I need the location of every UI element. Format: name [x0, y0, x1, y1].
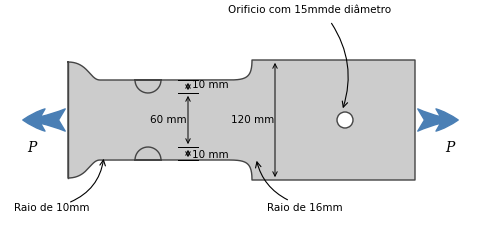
- Text: 10 mm: 10 mm: [192, 79, 228, 89]
- Text: 10 mm: 10 mm: [192, 151, 228, 161]
- Text: Orificio com 15mmde diâmetro: Orificio com 15mmde diâmetro: [228, 5, 391, 15]
- Text: P: P: [27, 141, 36, 155]
- Circle shape: [336, 112, 352, 128]
- Text: Raio de 16mm: Raio de 16mm: [266, 203, 342, 213]
- Text: P: P: [444, 141, 454, 155]
- Polygon shape: [68, 60, 414, 180]
- Circle shape: [339, 115, 346, 121]
- Text: Raio de 10mm: Raio de 10mm: [14, 203, 90, 213]
- Text: 120 mm: 120 mm: [231, 115, 274, 125]
- Text: 60 mm: 60 mm: [149, 115, 186, 125]
